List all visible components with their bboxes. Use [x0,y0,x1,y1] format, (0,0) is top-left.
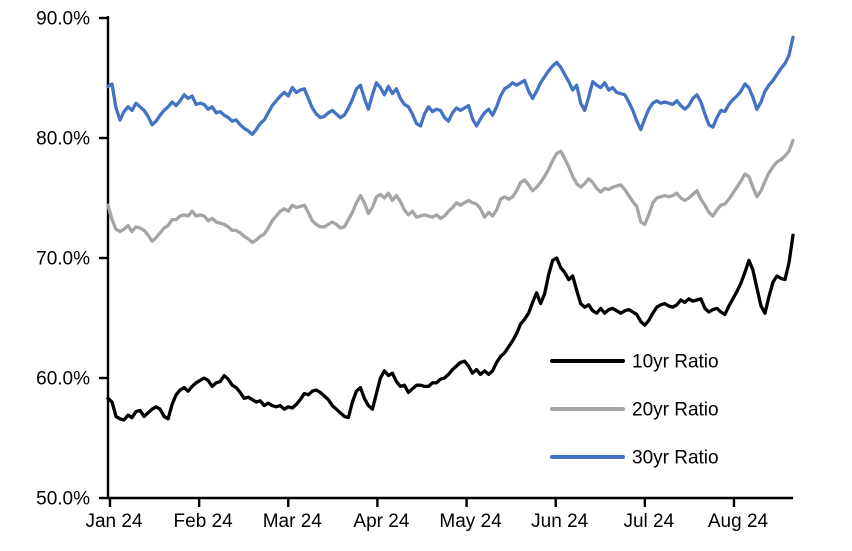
x-tick-label: Jun 24 [531,511,588,532]
legend-label: 10yr Ratio [632,352,719,373]
legend-label: 30yr Ratio [632,448,719,469]
y-tick-label: 90.0% [36,9,90,30]
legend-item-10yr-ratio: 10yr Ratio [550,352,719,373]
x-tick-label: Jul 24 [623,511,674,532]
y-tick-label: 60.0% [36,369,90,390]
series-line-20yr-ratio [106,138,795,245]
series-lines [106,35,795,422]
x-tick-label: Jan 24 [85,511,142,532]
legend-item-20yr-ratio: 20yr Ratio [550,400,719,421]
y-tick-label: 50.0% [36,489,90,510]
y-axis: 90.0% 80.0% 70.0% 60.0% 50.0% [36,9,110,510]
legend: 10yr Ratio 20yr Ratio 30yr Ratio [550,352,719,469]
x-tick-label: May 24 [439,511,502,532]
x-axis: Jan 24 Feb 24 Mar 24 Apr 24 May 24 Jun 24 Jul … [85,496,793,532]
series-line-10yr-ratio [106,233,795,422]
y-tick-label: 80.0% [36,129,90,150]
y-tick-label: 70.0% [36,249,90,270]
series-line-30yr-ratio [106,35,795,137]
x-tick-label: Mar 24 [263,511,323,532]
x-tick-label: Apr 24 [353,511,409,532]
legend-item-30yr-ratio: 30yr Ratio [550,448,719,469]
x-tick-label: Feb 24 [174,511,234,532]
legend-label: 20yr Ratio [632,400,719,421]
x-tick-label: Aug 24 [708,511,769,532]
